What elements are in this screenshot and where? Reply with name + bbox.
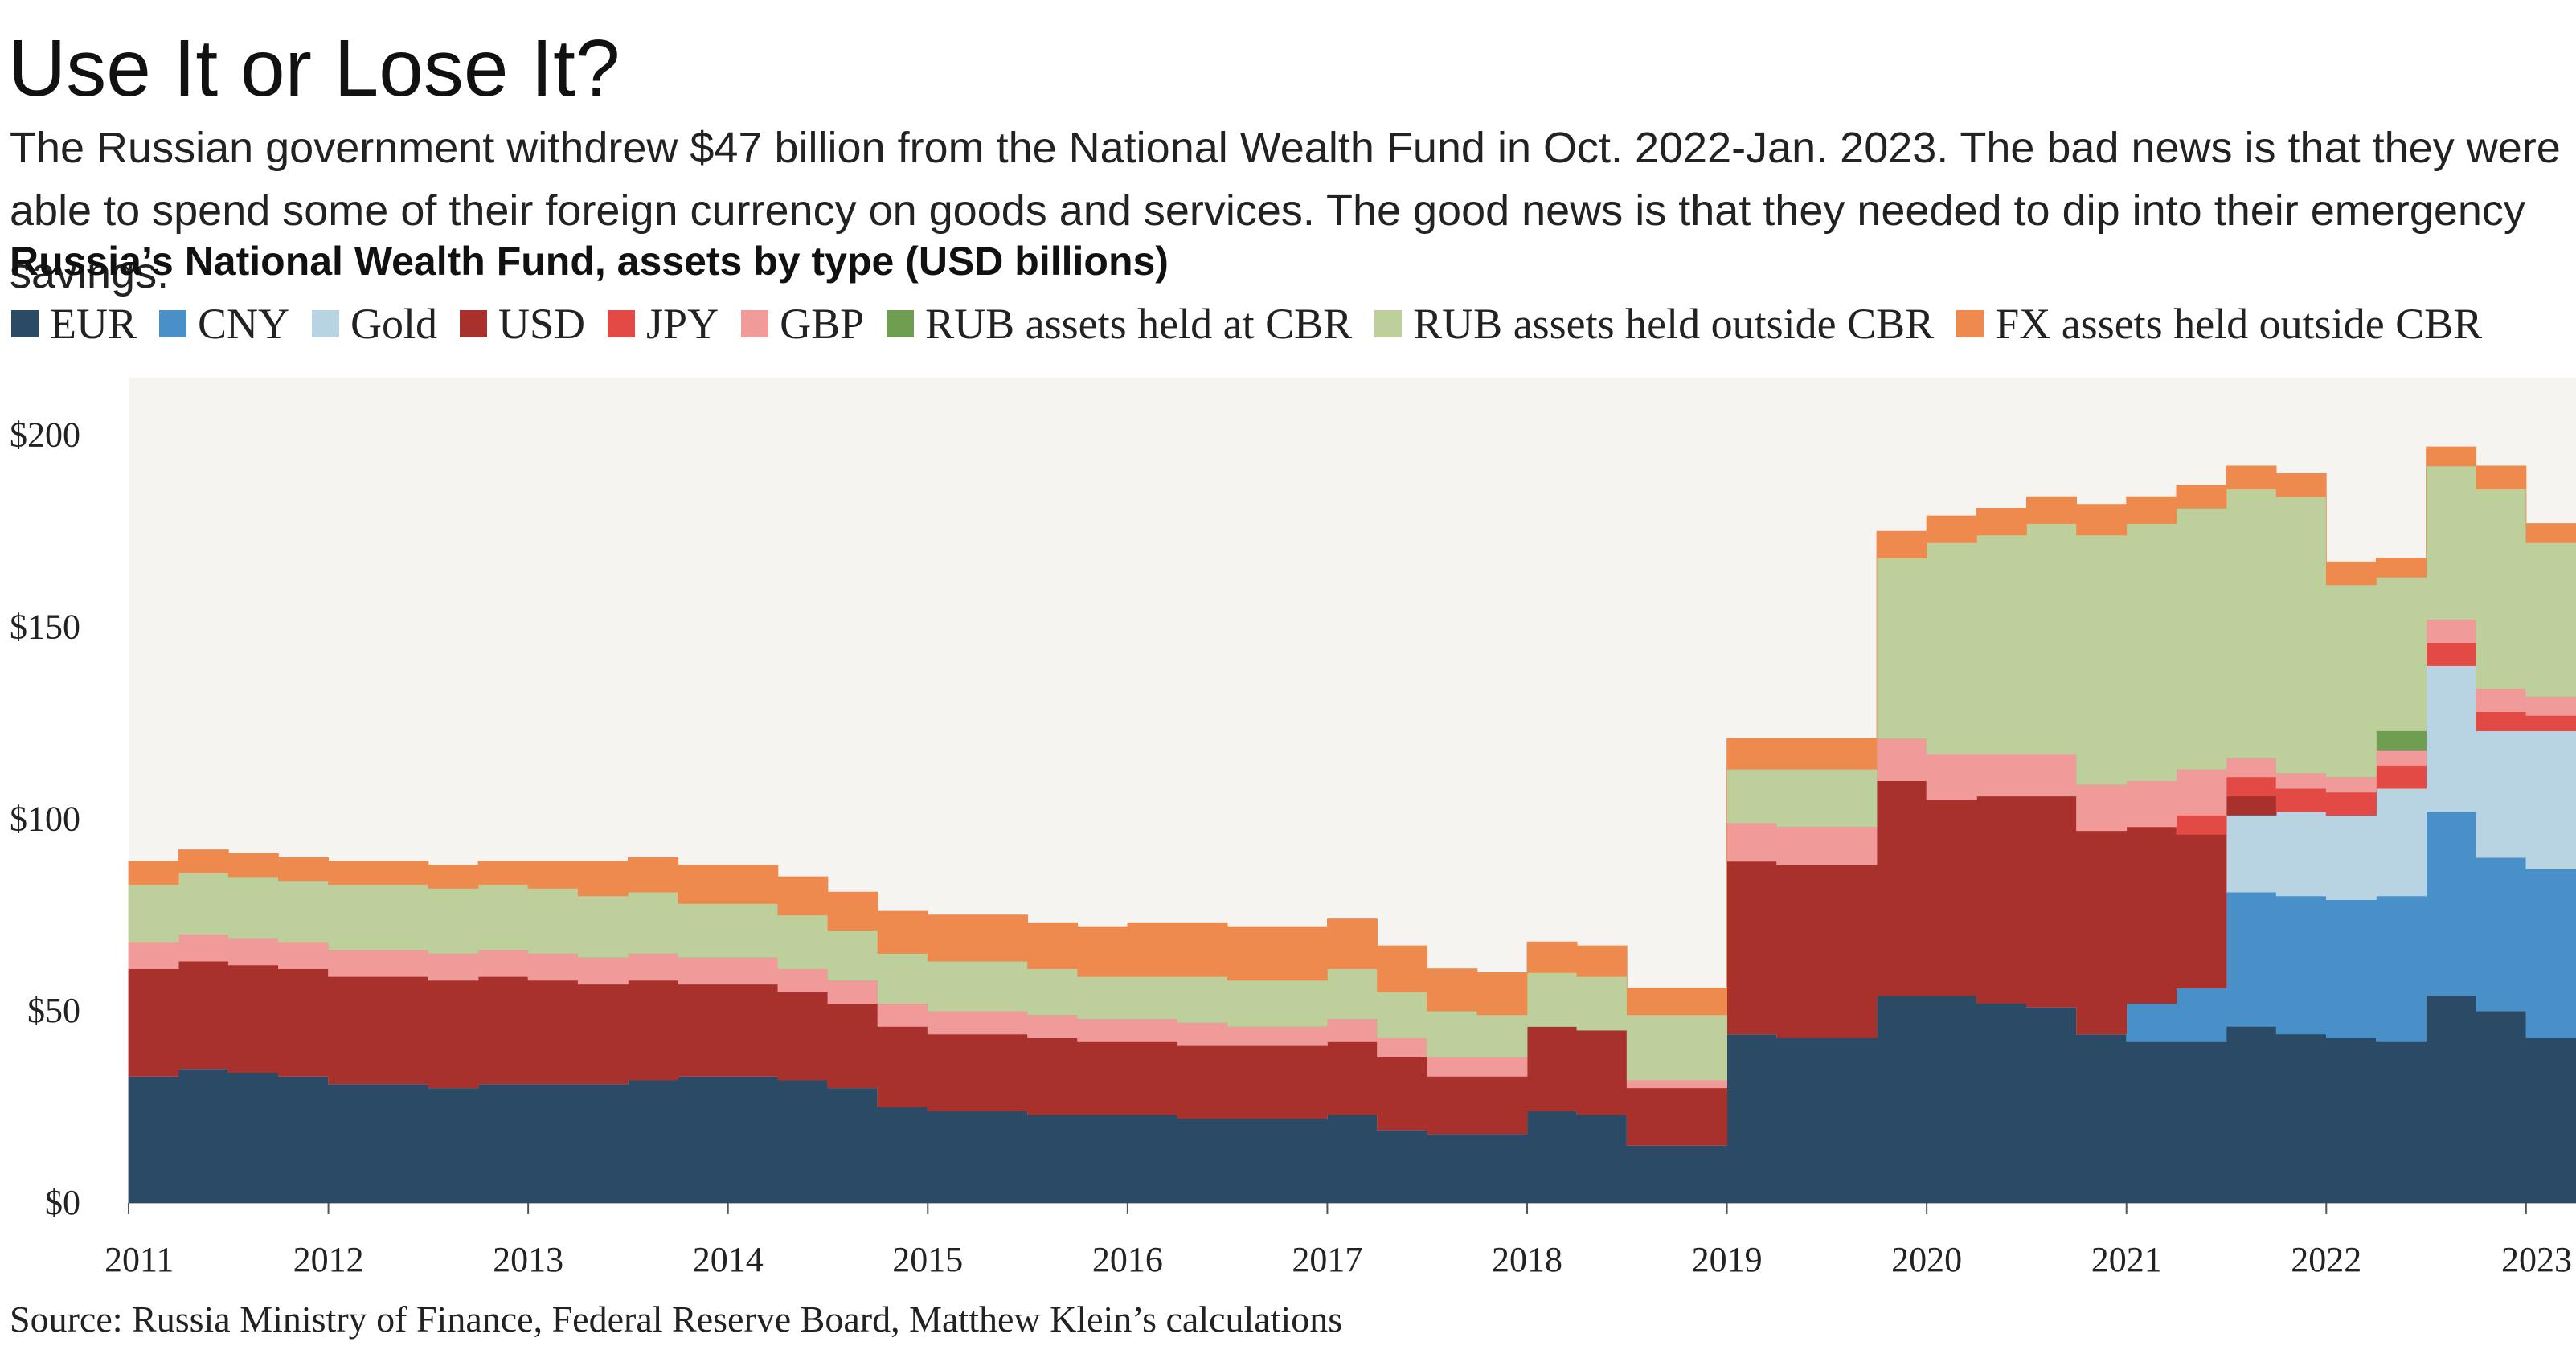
x-tick-label: 2016 [1092,1240,1163,1279]
y-axis: $0 $50 $100 $150 $200 [10,415,80,1222]
legend-swatch [741,310,769,338]
y-tick-label: $200 [10,415,80,455]
legend-swatch [11,310,39,338]
legend-label: FX assets held outside CBR [1995,300,2483,348]
legend-label: JPY [646,300,719,348]
legend-item: RUB assets held at CBR [887,299,1352,349]
legend-swatch [159,310,186,338]
legend-swatch [887,310,915,338]
legend-label: USD [498,300,586,348]
y-tick-label: $0 [45,1183,80,1222]
legend-item: EUR [11,299,137,349]
x-tick-label: 2015 [892,1240,963,1279]
legend-item: FX assets held outside CBR [1956,299,2482,349]
legend-label: Gold [350,300,438,348]
legend-item: GBP [741,299,864,349]
y-tick-label: $150 [10,607,80,646]
legend-swatch [1374,310,1403,338]
legend-label: CNY [198,300,290,348]
legend-item: RUB assets held outside CBR [1374,299,1934,349]
legend-item: Gold [312,299,437,349]
y-tick-label: $100 [10,799,80,838]
x-tick-label: 2012 [293,1240,364,1279]
x-tick-label: 2019 [1692,1240,1763,1279]
x-tick-label: 2020 [1891,1240,1962,1279]
legend-item: USD [460,299,585,349]
legend-item: JPY [608,299,719,349]
x-tick-label: 2013 [493,1240,563,1279]
legend-swatch [460,310,488,338]
area-series-fx-assets-held-outside-cbr [128,446,2576,1016]
legend-label: RUB assets held outside CBR [1413,300,1935,348]
x-tick-label: 2023 [2501,1240,2572,1279]
x-axis: 2011 2012 2013 2014 2015 2016 2017 2018 2019 2020… [104,1203,2572,1279]
legend-swatch [312,310,340,338]
legend-label: GBP [780,300,865,348]
subtitle: The Russian government withdrew $47 bill… [10,124,2561,297]
x-tick-label: 2018 [1492,1240,1562,1279]
x-tick-label: 2021 [2091,1240,2162,1279]
chart-legend: EUR CNY Gold USD JPY GBP RUB assets held at CB… [11,297,2504,350]
x-tick-label: 2011 [104,1240,174,1279]
x-tick-label: 2022 [2291,1240,2361,1279]
legend-swatch [608,310,636,338]
legend-item: CNY [159,299,289,349]
chart-title: Russia’s National Wealth Fund, assets by… [10,239,1169,284]
stacked-areas [128,446,2576,1204]
source-note: Source: Russia Ministry of Finance, Fede… [10,1299,1343,1340]
legend-label: RUB assets held at CBR [925,300,1353,348]
legend-label: EUR [50,300,137,348]
y-tick-label: $50 [27,991,80,1030]
page-title: Use It or Lose It? [8,23,620,113]
legend-swatch [1956,310,1984,338]
x-tick-label: 2017 [1292,1240,1362,1279]
x-tick-label: 2014 [693,1240,764,1279]
